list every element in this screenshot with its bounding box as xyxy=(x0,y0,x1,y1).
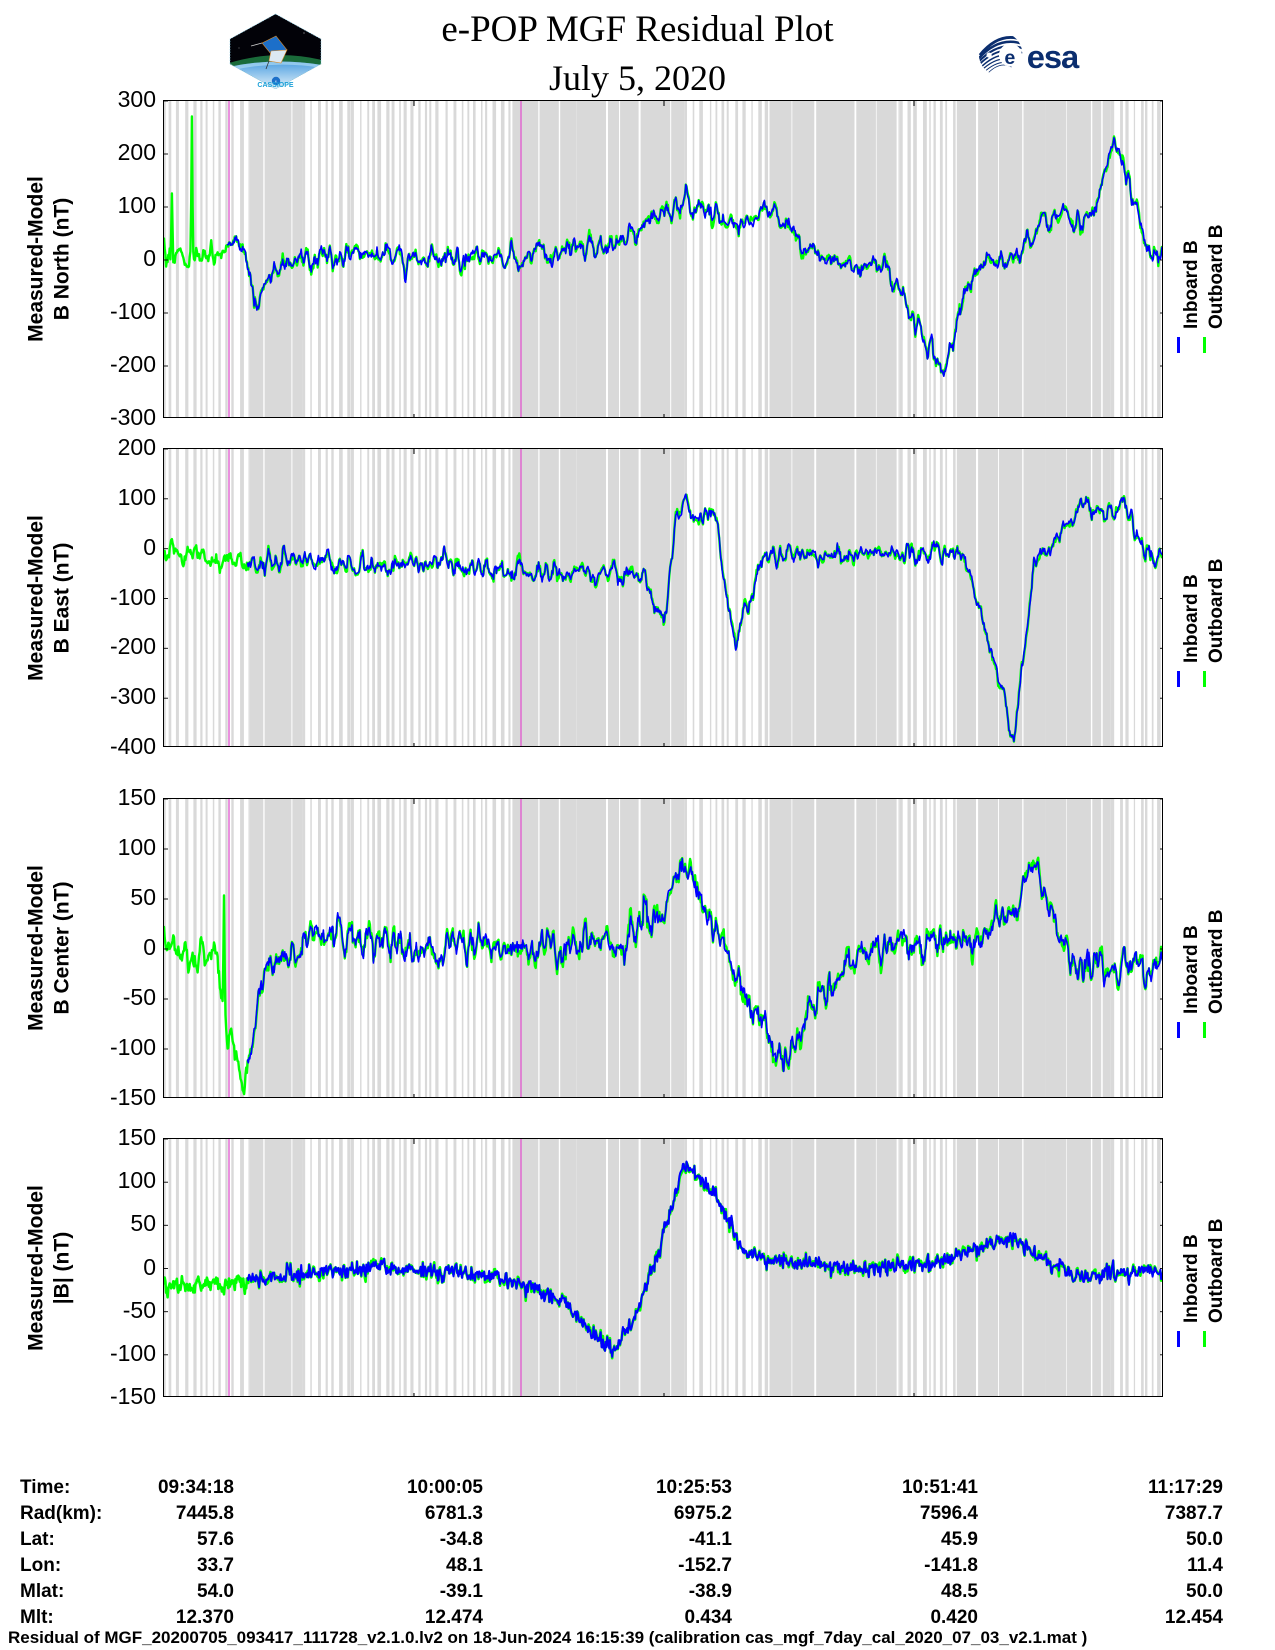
svg-text:esa: esa xyxy=(1027,38,1080,75)
svg-text:e: e xyxy=(1004,47,1015,69)
svg-text:CASSIOPE: CASSIOPE xyxy=(257,82,294,89)
